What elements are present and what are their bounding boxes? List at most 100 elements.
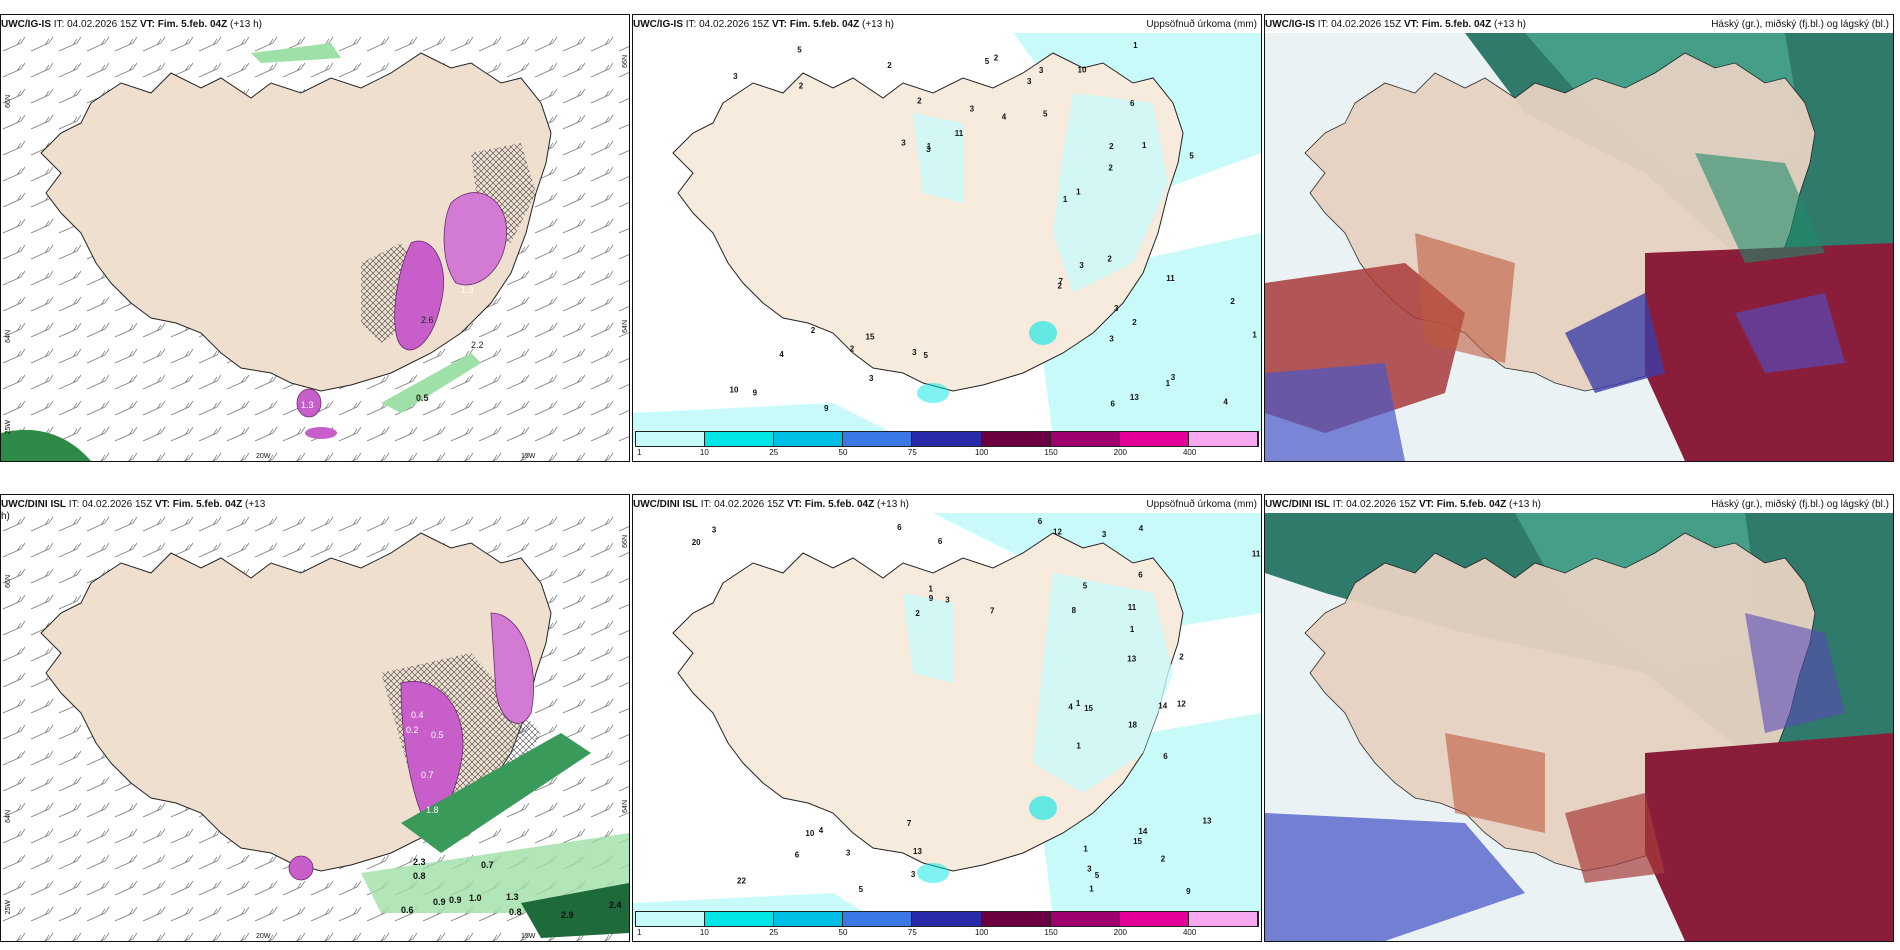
precip-value-label: 14 bbox=[1138, 827, 1147, 836]
precip-value-label: 3 bbox=[912, 348, 917, 357]
panel-title: UWC/DINI ISL IT: 04.02.2026 15Z VT: Fim.… bbox=[1, 499, 266, 510]
precip-value-label: 1 bbox=[1130, 625, 1135, 634]
precip-value-label: 6 bbox=[897, 523, 902, 532]
legend-tick-label: 200 bbox=[1113, 448, 1128, 457]
map-wind-barbs: 2.6 1.3 1.3 0.5 2.2 bbox=[1, 33, 629, 461]
panel-title: UWC/IG-IS IT: 04.02.2026 15Z VT: Fim. 5.… bbox=[1, 19, 262, 30]
legend-tick-label: 10 bbox=[699, 928, 709, 937]
value-label: 0.4 bbox=[411, 710, 424, 720]
legend-tick-label: 400 bbox=[1182, 928, 1197, 937]
value-label: 2.3 bbox=[413, 857, 426, 867]
precip-value-label: 3 bbox=[1079, 261, 1084, 270]
precip-value-label: 2 bbox=[1108, 163, 1113, 172]
legend-swatch bbox=[981, 432, 1051, 446]
panel-top-right-clouds: UWC/IG-IS IT: 04.02.2026 15Z VT: Fim. 5.… bbox=[1264, 14, 1894, 462]
precip-value-label: 12 bbox=[1177, 700, 1186, 709]
precip-value-label: 2 bbox=[811, 326, 816, 335]
precip-value-label: 4 bbox=[819, 826, 824, 835]
panel-bot-right-clouds: UWC/DINI ISL IT: 04.02.2026 15Z VT: Fim.… bbox=[1264, 494, 1894, 942]
value-label: 1.3 bbox=[461, 285, 474, 295]
precip-value-label: 6 bbox=[795, 851, 800, 860]
precip-value-label: 15 bbox=[1084, 704, 1093, 713]
precip-value-label: 3 bbox=[1027, 77, 1032, 86]
precip-value-label: 2 bbox=[799, 81, 804, 90]
value-label: 0.7 bbox=[421, 770, 434, 780]
panel-field-title: Háský (gr.), miðský (fj.bl.) og lágský (… bbox=[1711, 499, 1889, 510]
map-wind-barbs: 0.4 0.2 0.5 0.7 1.8 2.3 0.8 0.7 0.6 0.9 … bbox=[1, 513, 629, 941]
precip-value-label: 3 bbox=[945, 596, 950, 605]
precip-value-label: 13 bbox=[913, 847, 922, 856]
precip-number-labels: 1123311134565632141420226131311139151567… bbox=[692, 517, 1261, 896]
legend-tick-label: 100 bbox=[974, 928, 989, 937]
legend-tick-label: 25 bbox=[769, 928, 779, 937]
precip-value-label: 5 bbox=[1083, 582, 1088, 591]
precip-value-label: 4 bbox=[779, 350, 784, 359]
panel-title: UWC/IG-IS IT: 04.02.2026 15Z VT: Fim. 5.… bbox=[1265, 19, 1526, 30]
precip-value-label: 7 bbox=[990, 606, 995, 615]
lat-label: 64N bbox=[622, 800, 629, 813]
precip-value-label: 5 bbox=[1189, 152, 1194, 161]
legend-tick-label: 75 bbox=[907, 928, 917, 937]
precip-number-labels: 1122212234333232213342351511114109311255… bbox=[730, 41, 1258, 413]
precip-legend: 1 10 25 50 75 100 150 200 400 bbox=[635, 911, 1259, 939]
panel-field-title: Uppsöfnuð úrkoma (mm) bbox=[1146, 19, 1257, 30]
map-precip: 1123311134565632141420226131311139151567… bbox=[633, 513, 1261, 925]
value-label: 2.9 bbox=[561, 910, 574, 920]
precip-value-label: 10 bbox=[805, 829, 814, 838]
panel-title: UWC/DINI ISL IT: 04.02.2026 15Z VT: Fim.… bbox=[1265, 499, 1541, 510]
legend-swatch bbox=[912, 432, 982, 446]
precip-value-label: 1 bbox=[927, 142, 932, 151]
precip-value-label: 1 bbox=[1076, 188, 1081, 197]
precip-value-label: 11 bbox=[1166, 274, 1175, 283]
precip-value-label: 20 bbox=[692, 538, 701, 547]
lon-label: 20W bbox=[256, 453, 271, 460]
value-label: 1.3 bbox=[301, 400, 314, 410]
precip-legend: 1 10 25 50 75 100 150 200 400 bbox=[635, 431, 1259, 459]
value-label: 2.2 bbox=[471, 340, 484, 350]
precip-value-label: 1 bbox=[1083, 844, 1088, 853]
precip-value-label: 13 bbox=[1130, 393, 1139, 402]
precip-value-label: 1 bbox=[1076, 742, 1081, 751]
precip-value-label: 6 bbox=[1163, 752, 1168, 761]
precip-value-label: 5 bbox=[1043, 110, 1048, 119]
precip-value-label: 1 bbox=[1166, 379, 1171, 388]
legend-swatch bbox=[636, 912, 706, 926]
precip-value-label: 2 bbox=[917, 96, 922, 105]
precip-value-label: 3 bbox=[733, 72, 738, 81]
value-label: 2.4 bbox=[609, 900, 622, 910]
precip-value-label: 2 bbox=[994, 54, 999, 63]
panel-bot-left-precip-type: UWC/DINI ISL IT: 04.02.2026 15Z VT: Fim.… bbox=[0, 494, 630, 942]
legend-swatch bbox=[1188, 912, 1258, 926]
precip-value-label: 1 bbox=[1133, 41, 1138, 50]
panel-top-left-precip-type: UWC/IG-IS IT: 04.02.2026 15Z VT: Fim. 5.… bbox=[0, 14, 630, 462]
precip-value-label: 10 bbox=[1078, 66, 1087, 75]
value-label: 0.2 bbox=[406, 725, 419, 735]
legend-swatch bbox=[1119, 912, 1189, 926]
precip-value-label: 6 bbox=[938, 537, 943, 546]
precip-value-label: 6 bbox=[1038, 517, 1043, 526]
lat-label: 66N bbox=[622, 535, 629, 548]
legend-tick-label: 50 bbox=[838, 928, 848, 937]
legend-swatch bbox=[843, 432, 913, 446]
legend-swatch bbox=[705, 432, 775, 446]
value-label: 0.8 bbox=[509, 907, 522, 917]
value-label: 0.5 bbox=[416, 393, 429, 403]
panel-bot-mid-accum-precip: UWC/DINI ISL IT: 04.02.2026 15Z VT: Fim.… bbox=[632, 494, 1262, 942]
legend-swatch bbox=[843, 912, 913, 926]
legend-swatch bbox=[1119, 432, 1189, 446]
precip-value-label: 4 bbox=[1139, 524, 1144, 533]
value-label: 0.8 bbox=[413, 871, 426, 881]
precip-value-label: 5 bbox=[985, 57, 990, 66]
precip-value-label: 22 bbox=[737, 876, 746, 885]
precip-value-label: 12 bbox=[1053, 527, 1062, 536]
precip-value-label: 2 bbox=[1161, 855, 1166, 864]
legend-tick-label: 150 bbox=[1044, 928, 1058, 937]
precip-value-label: 3 bbox=[926, 145, 931, 154]
precip-value-label: 6 bbox=[1138, 571, 1143, 580]
precip-value-label: 3 bbox=[869, 374, 874, 383]
precip-value-label: 15 bbox=[866, 333, 875, 342]
lat-label: 66N bbox=[5, 575, 12, 588]
legend-swatch bbox=[912, 912, 982, 926]
legend-tick-label: 1 bbox=[637, 448, 642, 457]
precip-value-label: 2 bbox=[1109, 142, 1114, 151]
